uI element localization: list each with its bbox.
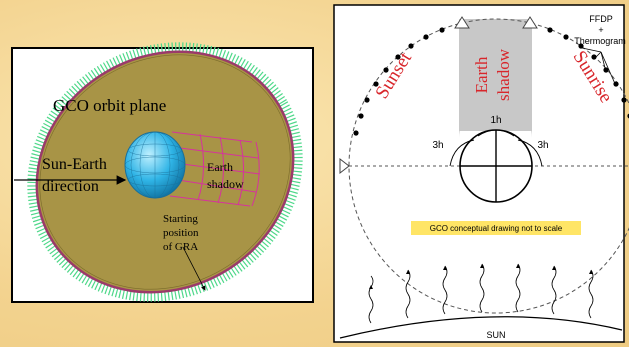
satellite-dot <box>547 27 553 33</box>
sun-rays <box>368 263 594 324</box>
start-position-label-line3: of GRA <box>163 241 198 253</box>
triangle-markers <box>339 16 538 175</box>
note-text: GCO conceptual drawing not to scale <box>430 224 563 233</box>
satellite-dot <box>373 81 379 87</box>
sun-ray-arrowheads <box>369 264 593 289</box>
orbit-rim-teeth <box>27 42 303 302</box>
sun-earth-label-line1: Sun-Earth <box>42 156 107 173</box>
satellite-dot <box>423 34 429 40</box>
ffdp-pointers <box>581 47 617 87</box>
triangle-marker <box>522 16 538 29</box>
satellite-dot <box>383 67 389 73</box>
sun-earth-label-line2: direction <box>42 178 99 195</box>
earth-shadow-label-line2: shadow <box>494 48 513 101</box>
earth-shadow-label-line1: Earth <box>207 160 233 174</box>
time-label-3h-left: 3h <box>432 140 443 151</box>
start-position-label-line2: position <box>163 227 199 239</box>
start-position-pointer <box>182 246 206 291</box>
ffdp-label-line1: FFDP <box>589 14 613 24</box>
triangle-marker <box>454 16 470 29</box>
earth-shadow-label-line2: shadow <box>207 177 244 191</box>
satellite-dot <box>563 34 569 40</box>
right-panel: Sunset Sunrise Earth shadow FFDP + Therm… <box>333 4 629 343</box>
start-position-label-line1: Starting <box>163 213 198 225</box>
satellite-dot <box>408 43 414 49</box>
earth-sphere <box>124 131 186 199</box>
satellite-dot <box>603 67 609 73</box>
satellite-dot <box>353 130 359 136</box>
time-label-1h: 1h <box>490 115 501 126</box>
triangle-marker <box>339 157 350 175</box>
satellite-dot <box>439 27 445 33</box>
satellite-dot <box>621 97 627 103</box>
earth-shadow-label-line1: Earth <box>472 56 491 93</box>
ffdp-label-line3: Thermogram <box>574 36 626 46</box>
satellite-dot <box>358 113 364 119</box>
earth-shadow-band-tail <box>459 101 532 138</box>
left-panel: GCO orbit plane Sun-Earth direction Eart… <box>11 42 314 303</box>
orbit-plane-label: GCO orbit plane <box>53 96 166 115</box>
satellite-dot <box>395 54 401 60</box>
satellite-dot <box>591 54 597 60</box>
orbit-plane-inner-edge <box>39 54 291 290</box>
time-arcs <box>449 129 543 167</box>
sun-surface-arc <box>339 316 623 339</box>
ffdp-label-line2: + <box>598 25 603 35</box>
satellite-dot <box>364 97 370 103</box>
note-box <box>411 221 581 235</box>
earth-shadow-grid <box>169 131 261 207</box>
sun-label: SUN <box>486 330 505 340</box>
satellite-dot <box>578 43 584 49</box>
time-label-3h-right: 3h <box>537 140 548 151</box>
